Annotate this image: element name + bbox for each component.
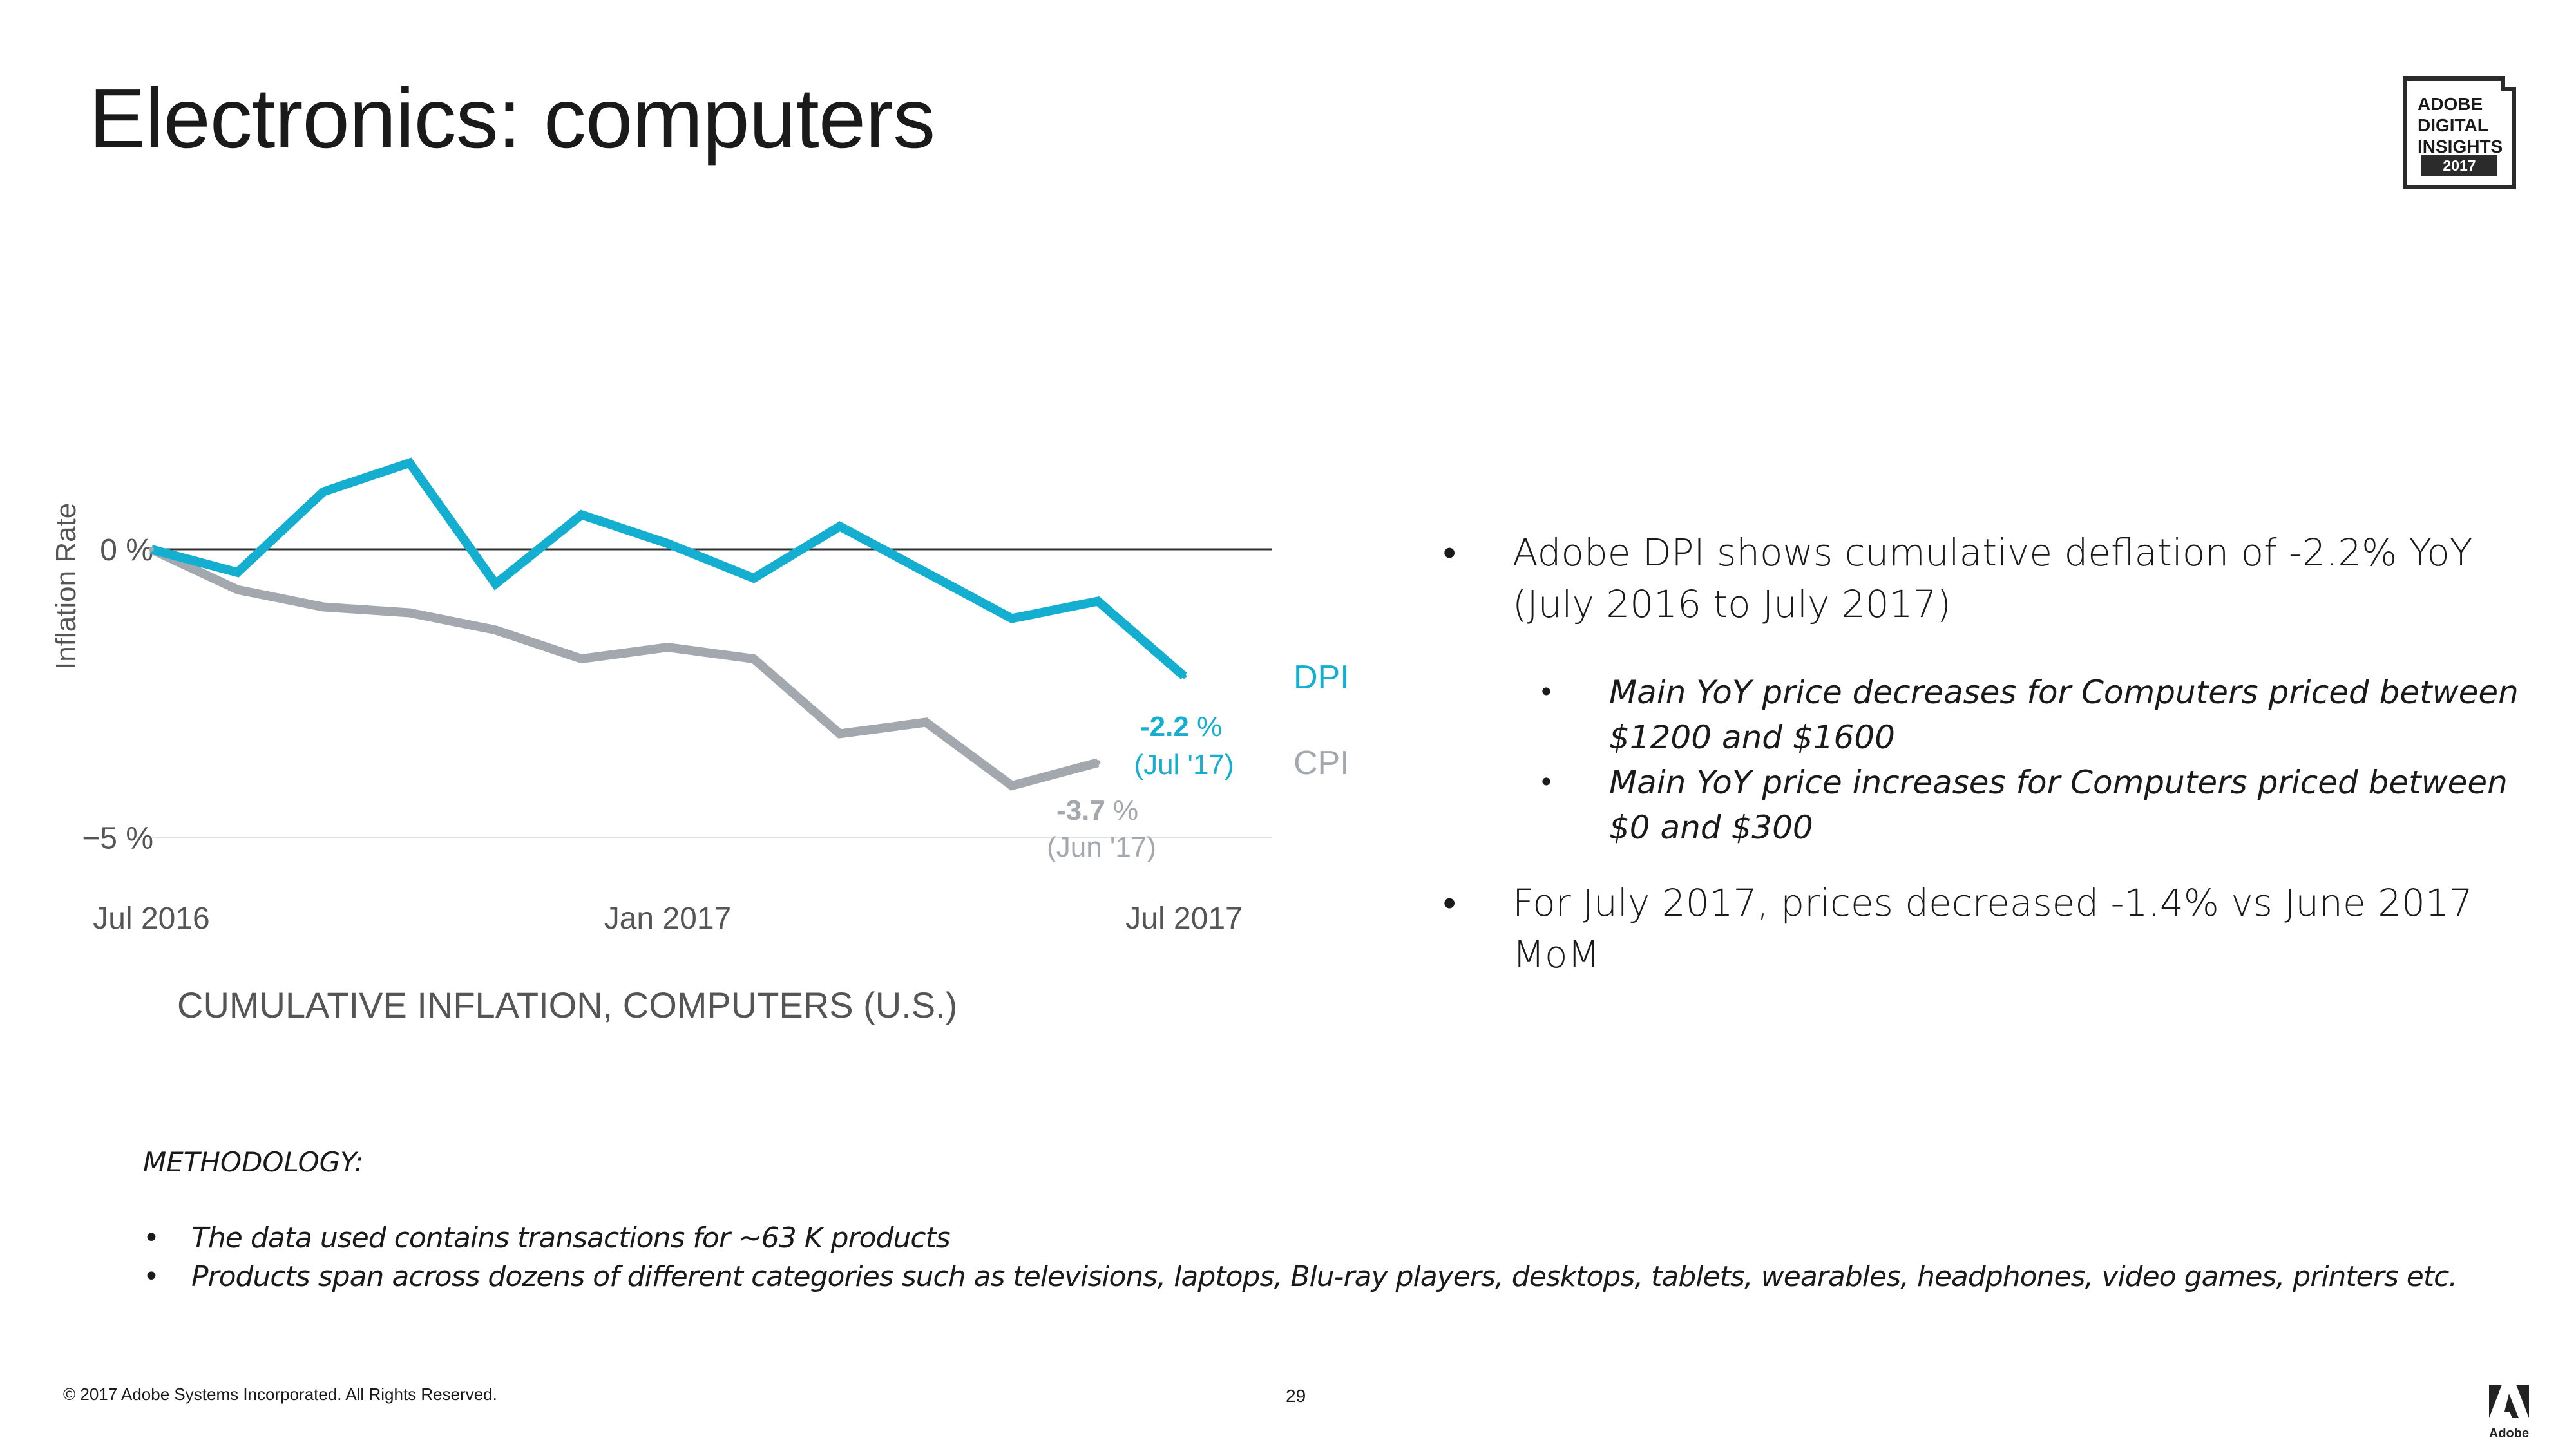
dpi-end-period: (Jul '17) <box>1134 749 1234 781</box>
adobe-digital-insights-badge: ADOBE DIGITAL INSIGHTS 2017 <box>2403 76 2516 189</box>
finding-sub-text-1: Main YoY price decreases for Computers p… <box>1609 674 2519 756</box>
adobe-logo-label: Adobe <box>2489 1426 2529 1441</box>
cpi-end-annotation-value: -3.7 % <box>1056 795 1138 826</box>
cpi-point-11 <box>1095 760 1101 766</box>
sub-bullet-glyph: • <box>1538 766 1554 798</box>
dpi-point-10 <box>1009 616 1015 621</box>
y-axis-label: Inflation Rate <box>50 503 82 670</box>
dpi-point-7 <box>751 575 757 581</box>
cpi-point-8 <box>837 731 843 737</box>
cpi-point-5 <box>578 656 584 662</box>
badge-line-1: ADOBE <box>2418 94 2483 114</box>
methodology-text-2: Products span across dozens of different… <box>191 1260 2457 1293</box>
dpi-point-8 <box>837 524 843 529</box>
finding-text-1: Adobe DPI shows cumulative deflation of … <box>1512 531 2473 626</box>
bullet-glyph: • <box>143 1260 160 1293</box>
finding-text-2: For July 2017, prices decreased -1.4% vs… <box>1512 881 2473 976</box>
dpi-point-1 <box>234 569 240 575</box>
y-tick-label-minus5: −5 % <box>82 822 153 856</box>
finding-sub-text-2: Main YoY price increases for Computers p… <box>1609 764 2508 846</box>
x-tick-label-0: Jul 2016 <box>93 902 209 936</box>
chart-title: CUMULATIVE INFLATION, COMPUTERS (U.S.) <box>177 985 957 1025</box>
bullet-glyph: • <box>1443 881 1456 925</box>
finding-bullet-2: • For July 2017, prices decreased -1.4% … <box>1443 877 2538 980</box>
cpi-point-0 <box>149 547 154 552</box>
cpi-point-7 <box>751 656 757 662</box>
badge-folded-corner <box>2501 76 2516 91</box>
dpi-point-2 <box>321 489 327 495</box>
cpi-point-2 <box>321 604 327 610</box>
page-number: 29 <box>1286 1386 1306 1406</box>
bullet-glyph: • <box>1443 531 1456 574</box>
cpi-series-line <box>149 545 1100 791</box>
legend-cpi: CPI <box>1293 744 1350 782</box>
badge-line-2: DIGITAL <box>2418 115 2488 135</box>
cpi-end-unit: % <box>1105 795 1138 826</box>
inflation-line-chart: 0 % −5 % Inflation Rate Jul 2016 Jan 2017… <box>50 457 1350 1025</box>
cpi-point-1 <box>234 587 240 592</box>
key-findings: • Adobe DPI shows cumulative deflation o… <box>1443 527 2538 980</box>
x-tick-label-2: Jul 2017 <box>1125 902 1242 936</box>
finding-bullet-1: • Adobe DPI shows cumulative deflation o… <box>1443 527 2538 630</box>
cpi-point-10 <box>1009 782 1015 788</box>
dpi-point-6 <box>665 541 671 547</box>
dpi-point-11 <box>1095 598 1101 604</box>
finding-sub-bullet-2: • Main YoY price increases for Computers… <box>1443 760 2538 850</box>
cpi-point-6 <box>665 645 671 650</box>
dpi-point-4 <box>493 581 499 587</box>
cpi-end-period: (Jun '17) <box>1047 831 1156 863</box>
cpi-point-4 <box>493 627 499 633</box>
page-title: Electronics: computers <box>89 71 935 166</box>
adobe-logo-icon: Adobe <box>2489 1385 2529 1441</box>
dpi-point-12 <box>1181 673 1187 679</box>
methodology-item-1: • The data used contains transactions for… <box>143 1222 951 1255</box>
finding-sub-bullet-1: • Main YoY price decreases for Computers… <box>1443 670 2538 760</box>
y-tick-label-0: 0 % <box>100 533 153 567</box>
cpi-point-3 <box>406 610 412 616</box>
cpi-point-9 <box>923 719 929 725</box>
badge-year: 2017 <box>2421 155 2497 176</box>
dpi-end-unit: % <box>1189 711 1222 743</box>
copyright-footer: © 2017 Adobe Systems Incorporated. All R… <box>63 1385 497 1404</box>
legend-dpi: DPI <box>1293 659 1350 696</box>
dpi-point-9 <box>923 569 929 575</box>
dpi-end-annotation-value: -2.2 % <box>1140 711 1222 743</box>
sub-bullet-glyph: • <box>1538 676 1554 708</box>
dpi-end-value: -2.2 <box>1140 711 1189 743</box>
dpi-point-5 <box>578 512 584 518</box>
methodology-text-1: The data used contains transactions for … <box>191 1222 951 1255</box>
methodology-item-2: • Products span across dozens of differen… <box>143 1260 2457 1293</box>
cpi-end-value: -3.7 <box>1056 795 1105 826</box>
dpi-point-3 <box>406 460 412 466</box>
badge-line-3: INSIGHTS <box>2418 137 2503 156</box>
methodology-title: METHODOLOGY: <box>143 1146 364 1178</box>
bullet-glyph: • <box>143 1222 160 1255</box>
x-tick-label-1: Jan 2017 <box>604 902 732 936</box>
